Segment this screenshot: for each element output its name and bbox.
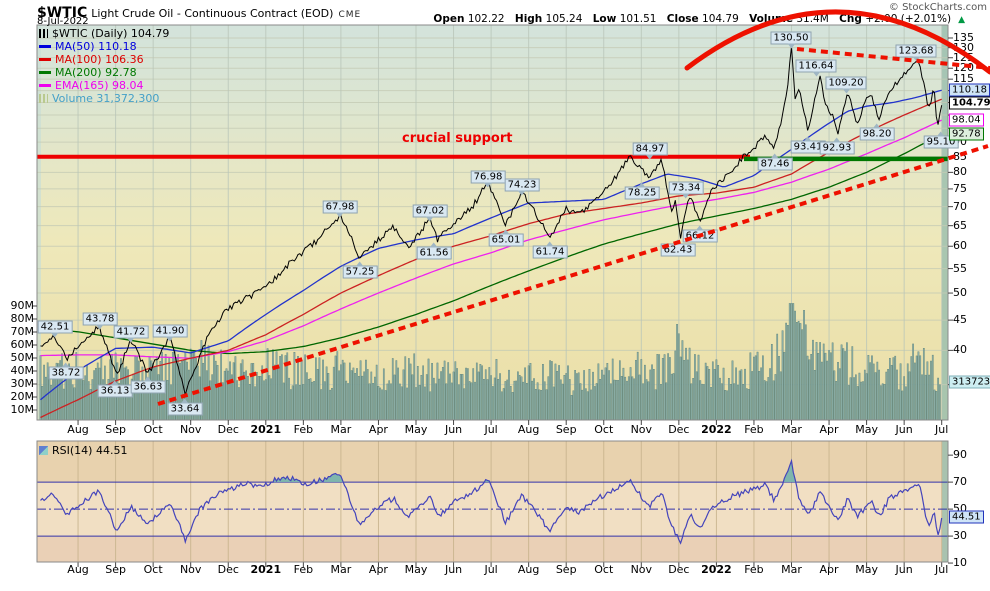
- line-swatch: [39, 71, 51, 74]
- chart-title: Light Crude Oil - Continuous Contract (E…: [91, 7, 334, 20]
- legend-label: EMA(165) 98.04: [55, 79, 144, 92]
- exchange: CME: [338, 10, 362, 20]
- volume-label: Volume: [749, 13, 794, 25]
- legend-label: MA(50) 110.18: [55, 40, 137, 53]
- rsi-panel-border: [36, 440, 949, 563]
- legend-row: EMA(165) 98.04: [39, 79, 169, 92]
- legend-label: $WTIC (Daily) 104.79: [52, 27, 170, 40]
- quote-summary: Open 102.22 High 105.24 Low 101.51 Close…: [433, 13, 965, 25]
- line-swatch: [39, 58, 51, 61]
- chg-label: Chg: [839, 13, 862, 25]
- line-swatch: [39, 45, 51, 48]
- rsi-right-edge-band: [942, 441, 948, 562]
- low-label: Low: [592, 13, 617, 25]
- symbol: $WTIC: [37, 5, 88, 21]
- rsi-oversold-band: [37, 536, 948, 562]
- rsi-icon: [39, 446, 48, 455]
- low-value: 101.51: [619, 13, 657, 25]
- rsi-overbought-band: [37, 441, 948, 483]
- candlestick-icon: [39, 29, 48, 38]
- legend-label: MA(100) 106.36: [55, 53, 144, 66]
- high-value: 105.24: [545, 13, 583, 25]
- line-swatch: [39, 84, 51, 87]
- crucial-support-label: crucial support: [402, 131, 513, 146]
- rsi-line: [40, 458, 943, 545]
- legend-row: MA(50) 110.18: [39, 40, 169, 53]
- legend-label: Volume 31,372,300: [52, 92, 160, 105]
- chart-header: $WTIC Light Crude Oil - Continuous Contra…: [37, 2, 361, 21]
- legend-row: Volume 31,372,300: [39, 92, 169, 105]
- open-value: 102.22: [467, 13, 505, 25]
- high-label: High: [514, 13, 543, 25]
- open-label: Open: [433, 13, 465, 25]
- rsi-legend-label: RSI(14) 44.51: [52, 444, 128, 457]
- chart-date: 8-Jul-2022: [37, 16, 89, 27]
- left-edge-band: [37, 25, 41, 420]
- change-up-arrow: ▲: [958, 15, 965, 25]
- rsi-legend: RSI(14) 44.51: [39, 444, 127, 457]
- legend-row: $WTIC (Daily) 104.79: [39, 27, 169, 40]
- chg-value: +2.00 (+2.01%): [865, 13, 952, 25]
- volume-value: 31.4M: [796, 13, 829, 25]
- right-edge-band: [942, 25, 948, 420]
- legend-label: MA(200) 92.78: [55, 66, 137, 79]
- legend-row: MA(200) 92.78: [39, 66, 169, 79]
- copyright: © StockCharts.com: [888, 2, 987, 13]
- close-label: Close: [666, 13, 699, 25]
- close-value: 104.79: [702, 13, 739, 25]
- main-legend: $WTIC (Daily) 104.79 MA(50) 110.18 MA(100)…: [39, 27, 169, 105]
- legend-row: MA(100) 106.36: [39, 53, 169, 66]
- volume-icon: [39, 94, 48, 103]
